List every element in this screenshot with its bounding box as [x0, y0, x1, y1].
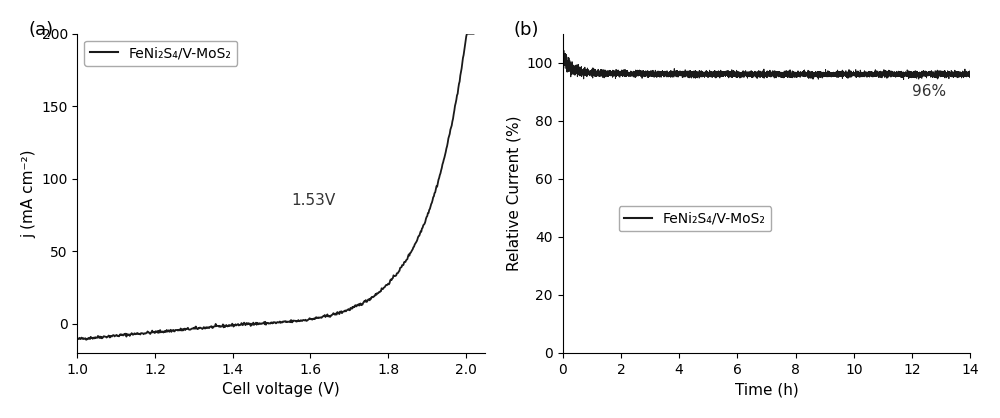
Y-axis label: Relative Current (%): Relative Current (%): [506, 115, 521, 271]
Legend: FeNi₂S₄/V-MoS₂: FeNi₂S₄/V-MoS₂: [619, 206, 771, 232]
Text: 96%: 96%: [912, 84, 946, 99]
Legend: FeNi₂S₄/V-MoS₂: FeNi₂S₄/V-MoS₂: [84, 41, 237, 66]
X-axis label: Cell voltage (V): Cell voltage (V): [222, 382, 340, 397]
X-axis label: Time (h): Time (h): [735, 382, 798, 397]
Text: 1.53V: 1.53V: [291, 193, 335, 208]
Y-axis label: j (mA cm⁻²): j (mA cm⁻²): [21, 149, 36, 237]
Text: (a): (a): [29, 21, 54, 39]
Text: (b): (b): [514, 21, 539, 39]
